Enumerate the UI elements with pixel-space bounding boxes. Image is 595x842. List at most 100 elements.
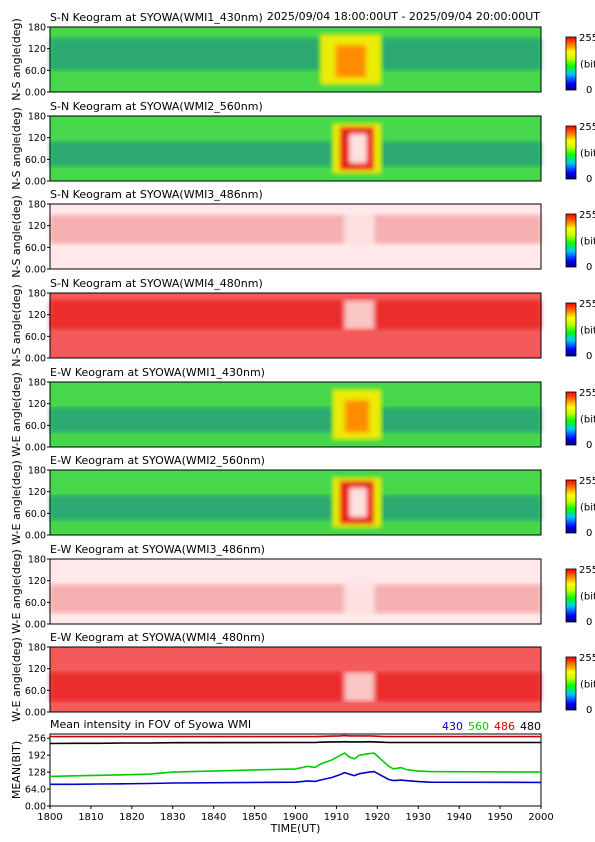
y-tick-label: 0.00 bbox=[25, 354, 46, 365]
heatmap-band-cell bbox=[344, 672, 375, 702]
x-tick-label: 1820 bbox=[119, 812, 144, 823]
colorbar-min-label: 0 bbox=[586, 440, 592, 451]
aurora-patch bbox=[332, 389, 382, 440]
colorbar-min-label: 0 bbox=[586, 705, 592, 716]
plot-frame bbox=[49, 469, 542, 536]
colorbar-min-label: 0 bbox=[586, 351, 592, 362]
heatmap-band bbox=[50, 141, 541, 167]
y-tick-label: 256 bbox=[28, 734, 46, 745]
keogram-panel: E-W Keogram at SYOWA(WMI3_486nm) W-E angl… bbox=[10, 543, 595, 634]
colorbar-min-label: 0 bbox=[586, 617, 592, 628]
colorbar-max-label: 255 bbox=[579, 565, 595, 576]
y-tick-label: 192 bbox=[28, 751, 46, 762]
x-tick-label: 1800 bbox=[37, 812, 62, 823]
series-line bbox=[50, 734, 541, 738]
panel-title: S-N Keogram at SYOWA(WMI2_560nm) bbox=[50, 100, 263, 113]
heatmap-band-cell bbox=[381, 407, 541, 433]
time-range-header: 2025/09/04 18:00:00UT - 2025/09/04 20:00… bbox=[267, 10, 540, 23]
aurora-patch bbox=[332, 123, 382, 174]
keogram-panel: S-N Keogram at SYOWA(WMI2_560nm) N-S angl… bbox=[10, 100, 595, 190]
y-tick-label: 120 bbox=[28, 221, 46, 232]
x-tick-label: 1930 bbox=[406, 812, 431, 823]
y-axis-label: N-S angle(deg) bbox=[10, 107, 23, 190]
colorbar-unit-label: (bit) bbox=[580, 503, 595, 514]
colorbar-min-label: 0 bbox=[586, 85, 592, 96]
heatmap-band-cell bbox=[344, 214, 375, 244]
plot-frame bbox=[49, 203, 542, 270]
panel-title: S-N Keogram at SYOWA(WMI3_486nm) bbox=[50, 188, 263, 201]
mean-panel-title: Mean intensity in FOV of Syowa WMI bbox=[50, 718, 251, 731]
panels-group: S-N Keogram at SYOWA(WMI1_430nm) N-S angl… bbox=[10, 11, 595, 722]
y-tick-label: 120 bbox=[28, 487, 46, 498]
y-tick-label: 120 bbox=[28, 399, 46, 410]
colorbar-min-label: 0 bbox=[586, 262, 592, 273]
heatmap-plot bbox=[50, 293, 541, 358]
y-tick-label: 180 bbox=[28, 643, 46, 654]
colorbar-unit-label: (bit) bbox=[580, 60, 595, 71]
heatmap-band-cell bbox=[381, 37, 541, 71]
x-tick-label: 1810 bbox=[78, 812, 103, 823]
colorbar-unit-label: (bit) bbox=[580, 237, 595, 248]
x-tick-label: 1940 bbox=[446, 812, 471, 823]
heatmap-plot bbox=[50, 647, 541, 712]
heatmap-band bbox=[50, 495, 541, 521]
y-tick-label: 0.00 bbox=[25, 620, 46, 631]
heatmap-band bbox=[50, 407, 541, 433]
aurora-patch bbox=[332, 477, 382, 528]
y-tick-label: 120 bbox=[28, 664, 46, 675]
plot-frame bbox=[49, 115, 542, 182]
colorbar-unit-label: (bit) bbox=[580, 326, 595, 337]
y-tick-label: 120 bbox=[28, 310, 46, 321]
y-axis-label: W-E angle(deg) bbox=[10, 549, 23, 634]
heatmap-band-cell bbox=[344, 300, 375, 330]
y-tick-label: 180 bbox=[28, 200, 46, 211]
y-tick-label: 180 bbox=[28, 289, 46, 300]
heatmap-plot bbox=[50, 204, 541, 269]
y-tick-label: 0.00 bbox=[25, 265, 46, 276]
y-tick-label: 128 bbox=[28, 768, 46, 779]
aurora-cell bbox=[349, 488, 367, 517]
colorbar bbox=[565, 391, 577, 446]
y-tick-label: 120 bbox=[28, 44, 46, 55]
x-axis-label: TIME(UT) bbox=[270, 822, 321, 835]
y-tick-label: 180 bbox=[28, 112, 46, 123]
colorbar-max-label: 255 bbox=[579, 653, 595, 664]
y-axis-label: N-S angle(deg) bbox=[10, 284, 23, 367]
mean-plot-frame bbox=[49, 733, 542, 807]
x-tick-label: 1910 bbox=[324, 812, 349, 823]
y-tick-label: 180 bbox=[28, 555, 46, 566]
heatmap-band-cell bbox=[50, 300, 541, 330]
y-tick-label: 120 bbox=[28, 133, 46, 144]
keogram-panel: S-N Keogram at SYOWA(WMI4_480nm) N-S angl… bbox=[10, 277, 595, 367]
keogram-panel: E-W Keogram at SYOWA(WMI4_480nm) W-E angl… bbox=[10, 631, 595, 722]
aurora-cell bbox=[349, 134, 367, 163]
y-tick-label: 0.00 bbox=[25, 708, 46, 719]
plot-frame bbox=[49, 646, 542, 713]
heatmap-band bbox=[50, 300, 541, 330]
y-tick-label: 60.0 bbox=[25, 155, 46, 166]
y-tick-label: 0.00 bbox=[25, 531, 46, 542]
heatmap-band-cell bbox=[50, 407, 333, 433]
x-tick-label: 1830 bbox=[160, 812, 185, 823]
legend-entry: 560 bbox=[468, 720, 489, 733]
heatmap-band bbox=[50, 37, 541, 71]
x-tick-label: 1840 bbox=[201, 812, 226, 823]
heatmap-band-cell bbox=[381, 495, 541, 521]
colorbar-max-label: 255 bbox=[579, 388, 595, 399]
y-tick-label: 180 bbox=[28, 378, 46, 389]
heatmap-band bbox=[50, 584, 541, 614]
y-tick-label: 64.0 bbox=[25, 785, 46, 796]
colorbar-max-label: 255 bbox=[579, 210, 595, 221]
colorbar bbox=[565, 125, 577, 180]
y-axis-label: W-E angle(deg) bbox=[10, 372, 23, 457]
panel-title: S-N Keogram at SYOWA(WMI1_430nm) bbox=[50, 11, 263, 24]
y-tick-label: 60.0 bbox=[25, 421, 46, 432]
heatmap-band-cell bbox=[50, 495, 333, 521]
colorbar-unit-label: (bit) bbox=[580, 415, 595, 426]
y-axis-label: W-E angle(deg) bbox=[10, 460, 23, 545]
y-tick-label: 0.00 bbox=[25, 88, 46, 99]
legend-entry: 480 bbox=[520, 720, 541, 733]
panel-title: E-W Keogram at SYOWA(WMI4_480nm) bbox=[50, 631, 265, 644]
x-tick-label: 1950 bbox=[487, 812, 512, 823]
heatmap-band-cell bbox=[50, 672, 541, 702]
